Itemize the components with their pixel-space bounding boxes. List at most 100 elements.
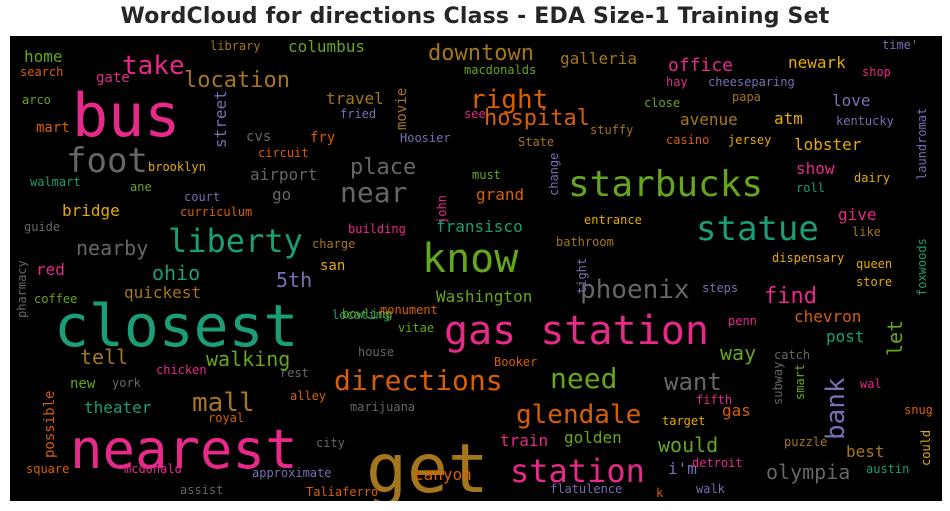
- word-chevron: chevron: [794, 307, 861, 326]
- word-post: post: [826, 327, 865, 346]
- word-canyon: canyon: [414, 465, 472, 484]
- word-snug: snug: [904, 403, 933, 417]
- word-right: right: [470, 85, 548, 115]
- word-pharmacy: pharmacy: [15, 260, 29, 318]
- word-shop: shop: [862, 65, 891, 79]
- word-i-m: i'm: [668, 459, 697, 478]
- word-subway: subway: [771, 362, 785, 405]
- word-columbus: columbus: [288, 37, 365, 56]
- word-bathroom: bathroom: [556, 235, 614, 249]
- word-arco: arco: [22, 93, 51, 107]
- word-location: location: [184, 68, 290, 93]
- word-library: library: [210, 39, 261, 53]
- word-give: give: [838, 205, 877, 224]
- word-know: know: [422, 236, 519, 282]
- word-cvs: cvs: [246, 129, 271, 145]
- word-john: john: [435, 195, 449, 224]
- word-k: k: [656, 486, 664, 500]
- word-royal: royal: [208, 411, 244, 425]
- word-monument: monument: [380, 303, 438, 317]
- word-brooklyn: brooklyn: [148, 160, 206, 174]
- word-austin: austin: [866, 462, 909, 476]
- word-way: way: [720, 341, 756, 365]
- word-walk: walk: [696, 482, 726, 496]
- word-laundromat: laundromat: [915, 108, 929, 180]
- word-locating: locating: [332, 308, 390, 322]
- word-papa: papa: [732, 90, 761, 104]
- word-station: station: [510, 452, 645, 490]
- word-phoenix: phoenix: [580, 275, 690, 305]
- word-olympia: olympia: [766, 460, 850, 484]
- word-avenue: avenue: [680, 110, 738, 129]
- word-newark: newark: [788, 53, 846, 72]
- word-home: home: [24, 47, 63, 66]
- word-detroit: detroit: [692, 456, 743, 470]
- word-go: go: [272, 185, 291, 204]
- word-street: street: [211, 90, 230, 148]
- word-guide: guide: [24, 220, 60, 234]
- word-hay: hay: [666, 75, 688, 89]
- word-fransisco: fransisco: [436, 217, 523, 236]
- word-alley: alley: [290, 389, 326, 403]
- word-macdonalds: macdonalds: [464, 63, 536, 77]
- word-take: take: [122, 51, 185, 81]
- word-san: san: [320, 258, 345, 274]
- word-casino: casino: [666, 133, 709, 147]
- word-red: red: [36, 260, 65, 279]
- word-square: square: [26, 462, 69, 476]
- word-quickest: quickest: [124, 283, 201, 302]
- word-travel: travel: [326, 89, 384, 108]
- word-want: want: [664, 368, 722, 396]
- word-hoosier: Hoosier: [400, 131, 451, 145]
- word-approximate: approximate: [252, 466, 331, 480]
- word-target: target: [662, 414, 705, 428]
- word-grand: grand: [476, 185, 524, 204]
- word-rest: rest: [280, 366, 309, 380]
- word-fry: fry: [310, 130, 335, 146]
- word-find: find: [764, 284, 817, 309]
- word-store: store: [856, 275, 892, 289]
- word-starbucks: starbucks: [568, 164, 763, 205]
- word-nearest: nearest: [70, 418, 298, 481]
- word-change: change: [547, 153, 561, 196]
- word-train: train: [500, 431, 548, 450]
- word-stuffy: stuffy: [590, 123, 633, 137]
- word-get: get: [366, 430, 489, 501]
- word-taliaferro: Taliaferro: [306, 485, 378, 499]
- word-york: york: [112, 376, 142, 390]
- word-golden: golden: [564, 428, 622, 447]
- word-roll: roll: [796, 181, 825, 195]
- word-puzzle: puzzle: [784, 435, 827, 449]
- word-bowling: bowling: [342, 307, 393, 321]
- word-penn: penn: [728, 314, 757, 328]
- word-bank: bank: [821, 377, 851, 440]
- word-see: see: [464, 107, 486, 121]
- word-house: house: [358, 345, 394, 359]
- word-statue: statue: [696, 209, 819, 249]
- word-foot: foot: [66, 141, 148, 181]
- word-mcdonald: mcdonald: [124, 462, 182, 476]
- word-circuit: circuit: [258, 146, 309, 160]
- word-downtown: downtown: [428, 41, 534, 66]
- word-glendale: glendale: [516, 400, 641, 430]
- word-flatulence: flatulence: [550, 482, 622, 496]
- word-atm: atm: [774, 109, 803, 128]
- word-charge: charge: [312, 237, 355, 251]
- word-close: close: [644, 96, 680, 110]
- word-new: new: [70, 376, 96, 392]
- word-kentucky: kentucky: [836, 114, 894, 128]
- word-ane: ane: [130, 180, 152, 194]
- word-could: could: [919, 430, 933, 466]
- word-assist: assist: [180, 483, 223, 497]
- word-galleria: galleria: [560, 49, 637, 68]
- word-chicken: chicken: [156, 363, 207, 377]
- word-smart: smart: [793, 364, 807, 400]
- word-near: near: [340, 176, 407, 209]
- chart-title: WordCloud for directions Class - EDA Siz…: [120, 4, 830, 29]
- word-would: would: [658, 433, 718, 457]
- word-walking: walking: [206, 347, 290, 371]
- word-hospital: hospital: [484, 106, 590, 131]
- word-possible: possible: [42, 391, 58, 458]
- word-airport: airport: [250, 165, 317, 184]
- word-coffee: coffee: [34, 292, 77, 306]
